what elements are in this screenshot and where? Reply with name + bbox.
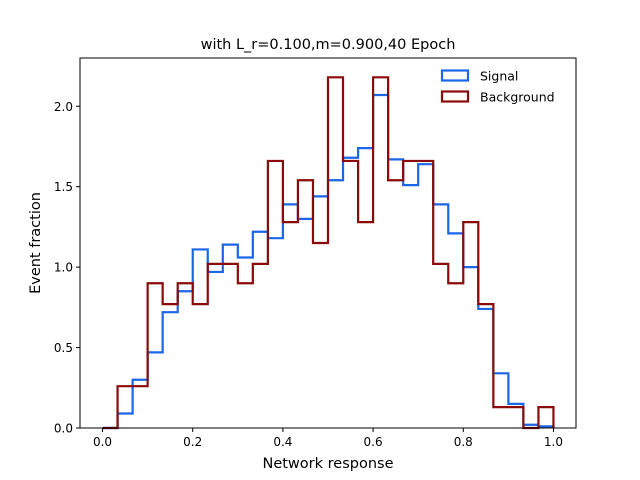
y-tick-label: 1.5 (54, 180, 73, 194)
series-background-histogram (102, 76, 555, 430)
x-tick-label: 0.6 (364, 435, 383, 449)
y-tick-label: 1.0 (54, 261, 73, 275)
x-tick-label: 1.0 (544, 435, 563, 449)
legend-swatch-background (440, 90, 470, 103)
x-tick-label: 0.8 (454, 435, 473, 449)
x-tick-label: 0.2 (183, 435, 202, 449)
x-axis: 0.0 0.2 0.4 0.6 0.8 1.0 (93, 428, 563, 449)
axes-frame (79, 57, 577, 429)
y-tick-label: 2.0 (54, 100, 73, 114)
y-tick-label: 0.5 (54, 341, 73, 355)
legend-label-signal: Signal (480, 69, 518, 84)
legend: Signal Background (440, 69, 555, 105)
y-axis: 0.0 0.5 1.0 1.5 2.0 (54, 100, 80, 436)
legend-label-background: Background (480, 90, 555, 105)
y-tick-label: 0.0 (54, 422, 73, 436)
x-tick-label: 0.0 (93, 435, 112, 449)
legend-swatch-signal (440, 69, 470, 82)
x-tick-label: 0.4 (273, 435, 292, 449)
plot-area (102, 76, 555, 430)
x-axis-label: Network response (262, 456, 393, 472)
chart-title: with L_r=0.100,m=0.900,40 Epoch (201, 37, 456, 53)
y-axis-label: Event fraction (28, 192, 44, 294)
